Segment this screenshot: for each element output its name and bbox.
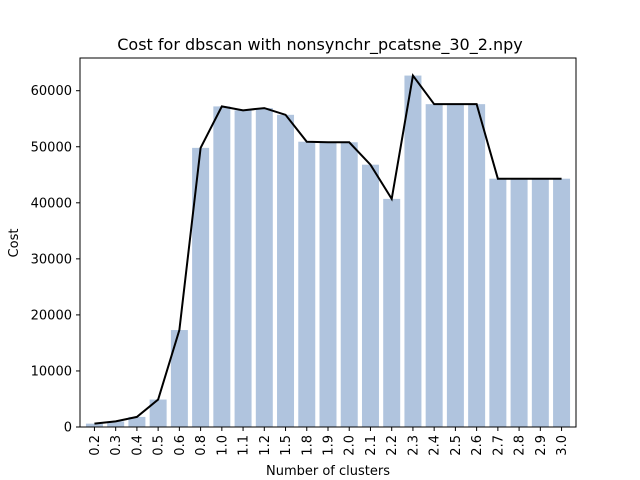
bar-2.2 [383, 198, 401, 427]
y-axis-label: Cost [7, 229, 22, 258]
bar-1.8 [298, 141, 316, 427]
trend-line [94, 73, 562, 425]
bar-2.7 [489, 178, 507, 427]
y-tick-label: 50000 [31, 140, 72, 155]
bar-0.3 [107, 421, 125, 427]
x-axis-ticks: 0.2 0.3 0.4 0.5 0.6 0.8 1.0 1.1 1.2 1.5 1.8 1.9 2.0 2… [88, 427, 570, 456]
x-tick-label: 1.5 [279, 435, 294, 456]
x-tick-label: 2.1 [364, 435, 379, 456]
y-tick-label: 20000 [31, 308, 72, 323]
chart-title: Cost for dbscan with nonsynchr_pcatsne_3… [117, 35, 523, 55]
bar-0.2 [85, 423, 103, 427]
bar-0.6 [170, 330, 188, 427]
bar-2.0 [340, 142, 358, 427]
x-tick-label: 2.6 [470, 435, 485, 456]
x-tick-label: 2.0 [343, 435, 358, 456]
bar-2.1 [361, 164, 379, 427]
bar-1.0 [213, 106, 231, 428]
y-tick-label: 10000 [31, 364, 72, 379]
x-tick-label: 1.9 [322, 435, 337, 456]
x-tick-label: 0.3 [109, 435, 124, 456]
x-tick-label: 2.7 [491, 435, 506, 456]
bar-1.2 [255, 108, 273, 427]
x-tick-label: 0.8 [194, 435, 209, 456]
x-axis-label: Number of clusters [266, 464, 390, 479]
y-tick-label: 0 [64, 421, 72, 436]
bar-1.1 [234, 110, 252, 427]
bar-series [85, 75, 571, 428]
x-tick-label: 0.6 [173, 435, 188, 456]
bar-3.0 [553, 178, 571, 427]
x-tick-label: 2.9 [534, 435, 549, 456]
bar-2.6 [468, 104, 486, 427]
bar-2.4 [425, 104, 443, 427]
y-tick-label: 40000 [31, 196, 72, 211]
bar-2.9 [531, 178, 549, 427]
bar-2.8 [510, 178, 528, 427]
bar-0.5 [149, 399, 167, 427]
x-tick-label: 2.3 [406, 435, 421, 456]
bar-1.5 [277, 114, 295, 427]
x-tick-label: 2.2 [385, 435, 400, 456]
bar-0.4 [128, 416, 146, 427]
x-tick-label: 3.0 [555, 435, 570, 456]
x-tick-label: 2.4 [428, 435, 443, 456]
x-tick-label: 1.2 [258, 435, 273, 456]
x-tick-label: 0.2 [88, 435, 103, 456]
bar-0.8 [192, 147, 210, 427]
y-axis-ticks: 0 10000 20000 30000 40000 50000 60000 [31, 84, 80, 436]
x-tick-label: 2.8 [513, 435, 528, 456]
bar-2.5 [446, 104, 464, 427]
y-tick-label: 60000 [31, 84, 72, 99]
bar-1.9 [319, 142, 337, 427]
x-tick-label: 1.0 [215, 435, 230, 456]
x-tick-label: 1.1 [237, 435, 252, 456]
x-tick-label: 0.4 [130, 435, 145, 456]
bar-2.3 [404, 75, 422, 427]
y-tick-label: 30000 [31, 252, 72, 267]
x-tick-label: 1.8 [300, 435, 315, 456]
x-tick-label: 0.5 [152, 435, 167, 456]
x-tick-label: 2.5 [449, 435, 464, 456]
